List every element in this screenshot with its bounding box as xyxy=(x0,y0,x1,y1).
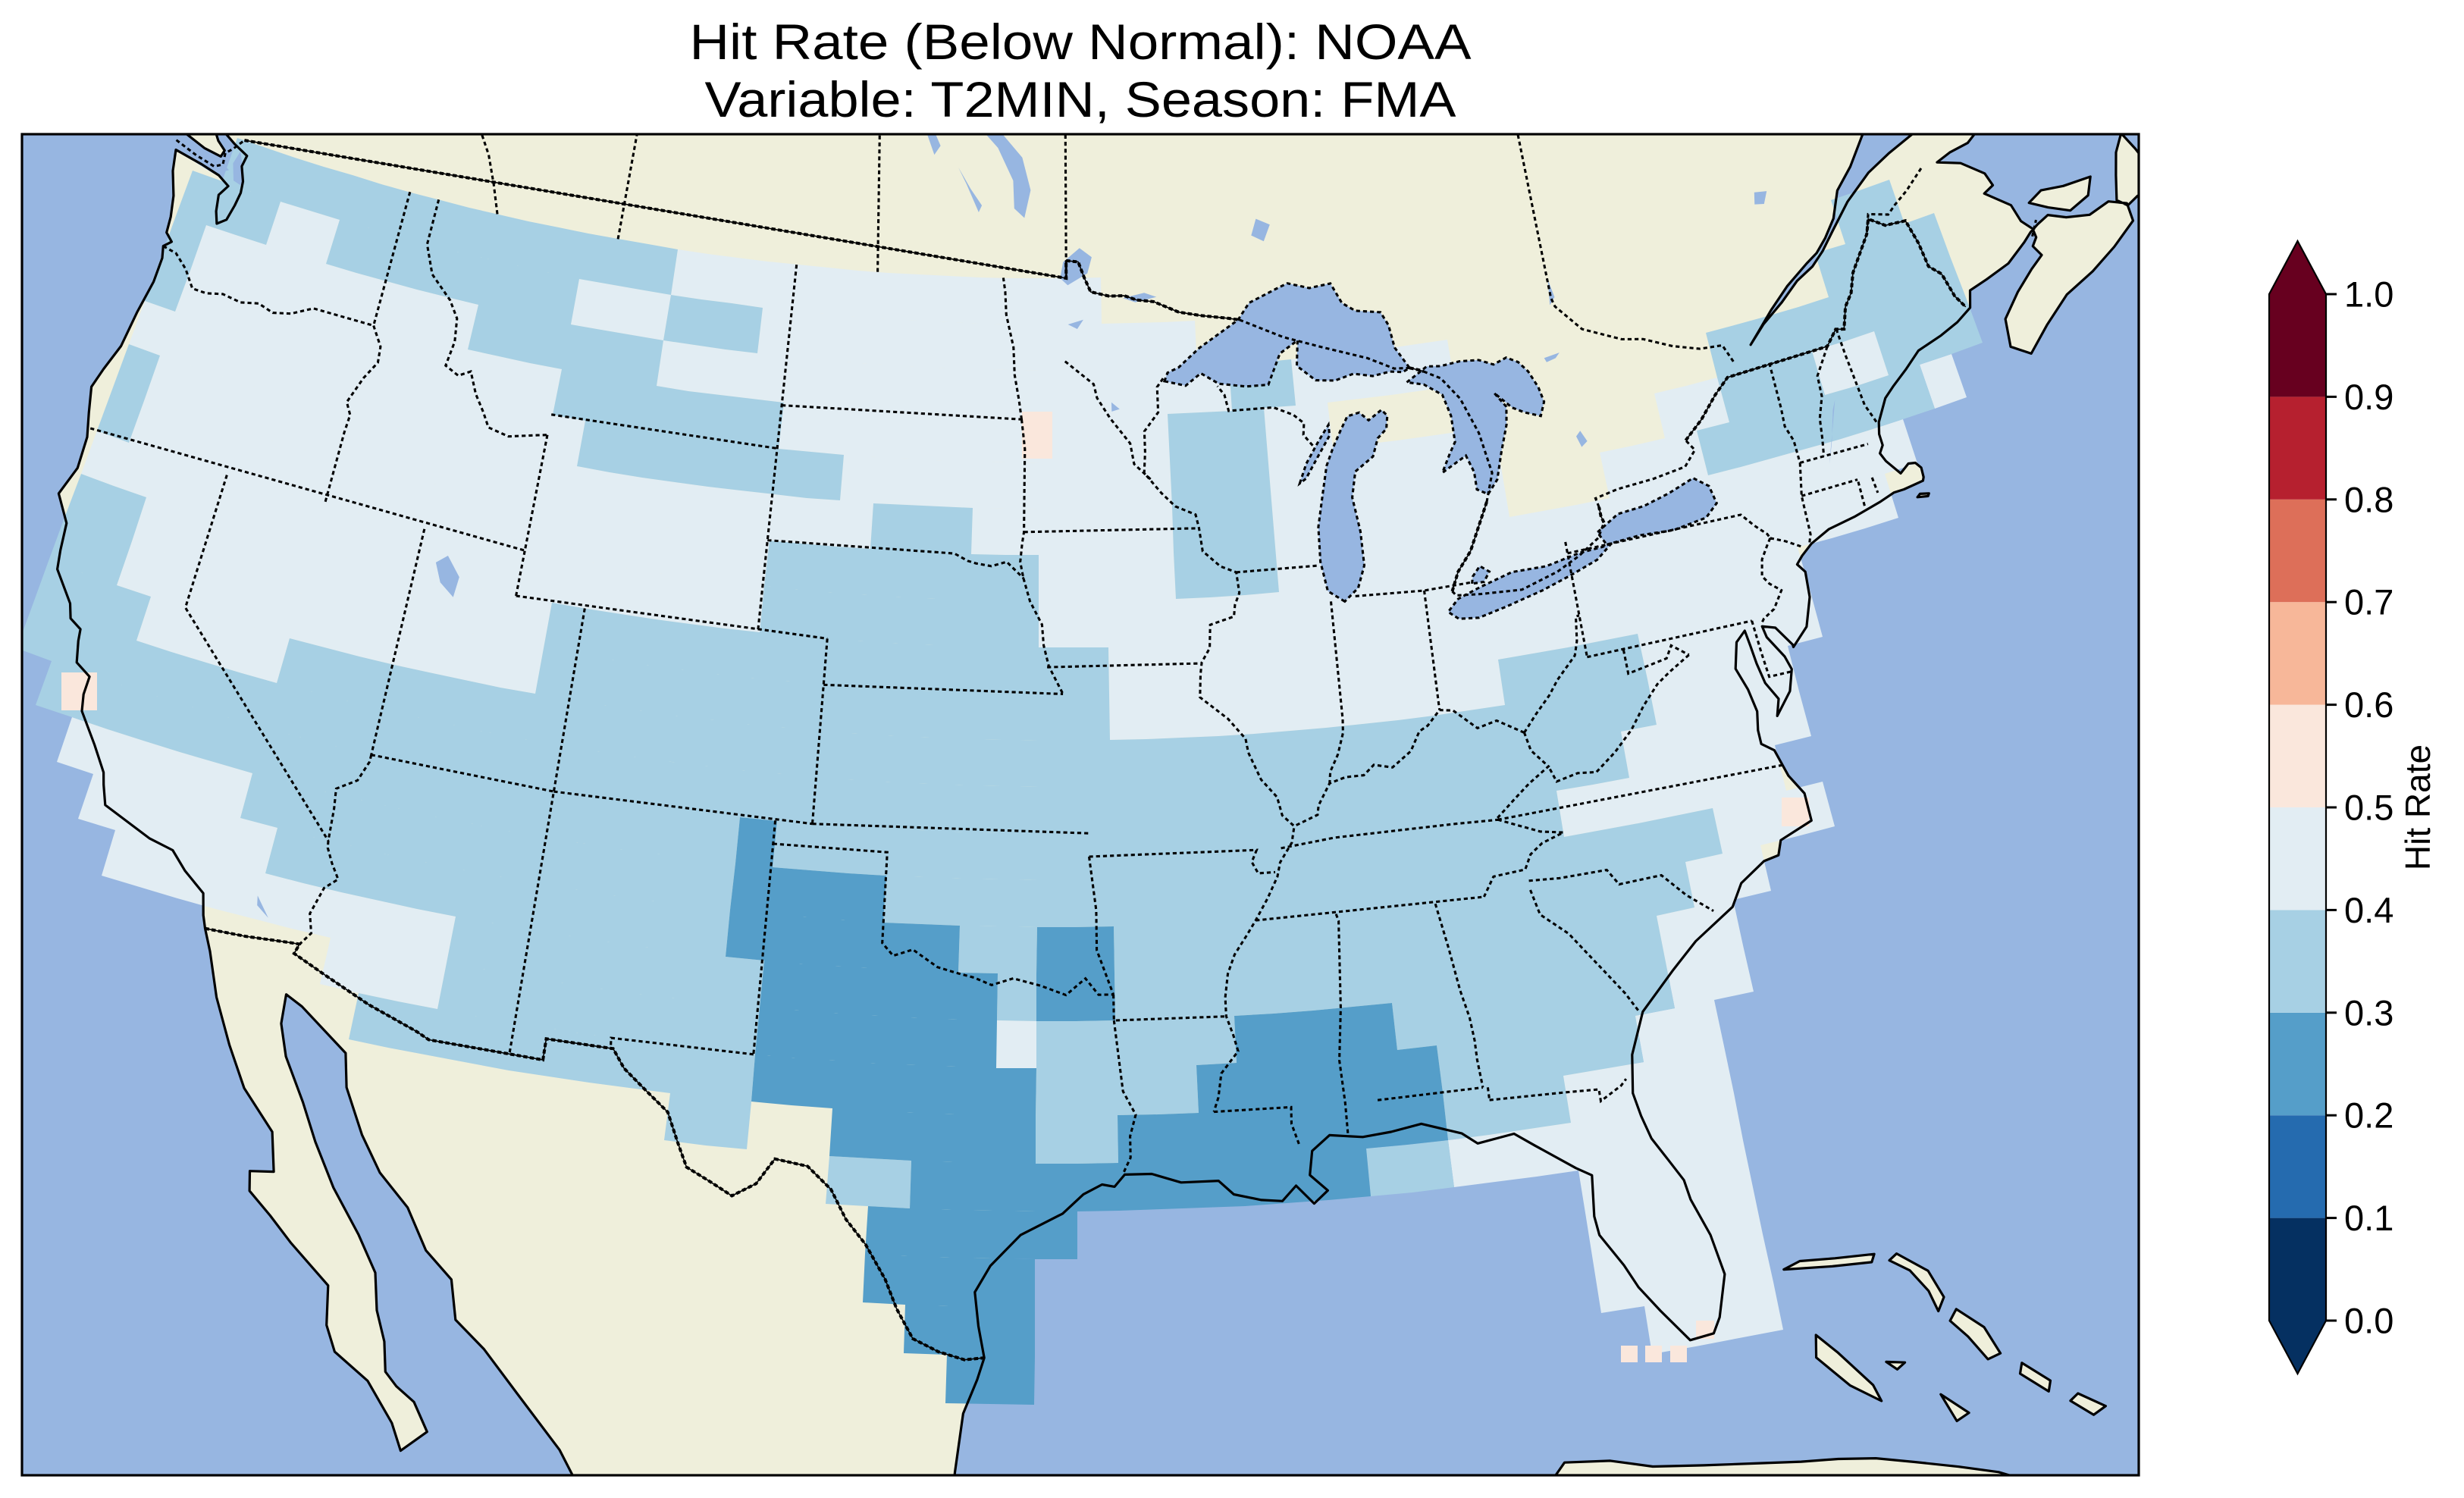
svg-text:0.2: 0.2 xyxy=(2344,1095,2393,1136)
svg-text:0.1: 0.1 xyxy=(2344,1198,2393,1238)
svg-text:0.0: 0.0 xyxy=(2344,1301,2393,1341)
svg-text:Hit Rate: Hit Rate xyxy=(2398,744,2437,870)
svg-text:0.6: 0.6 xyxy=(2344,685,2393,725)
svg-text:1.0: 1.0 xyxy=(2344,274,2393,315)
svg-text:0.5: 0.5 xyxy=(2344,788,2393,828)
svg-text:0.3: 0.3 xyxy=(2344,992,2393,1033)
svg-text:Hit Rate (Below Normal): NOAA: Hit Rate (Below Normal): NOAA xyxy=(690,14,1472,70)
svg-text:0.9: 0.9 xyxy=(2344,377,2393,417)
svg-text:0.7: 0.7 xyxy=(2344,582,2393,622)
svg-text:0.4: 0.4 xyxy=(2344,890,2393,930)
svg-text:0.8: 0.8 xyxy=(2344,479,2393,519)
svg-text:Variable: T2MIN, Season: FMA: Variable: T2MIN, Season: FMA xyxy=(705,71,1456,127)
